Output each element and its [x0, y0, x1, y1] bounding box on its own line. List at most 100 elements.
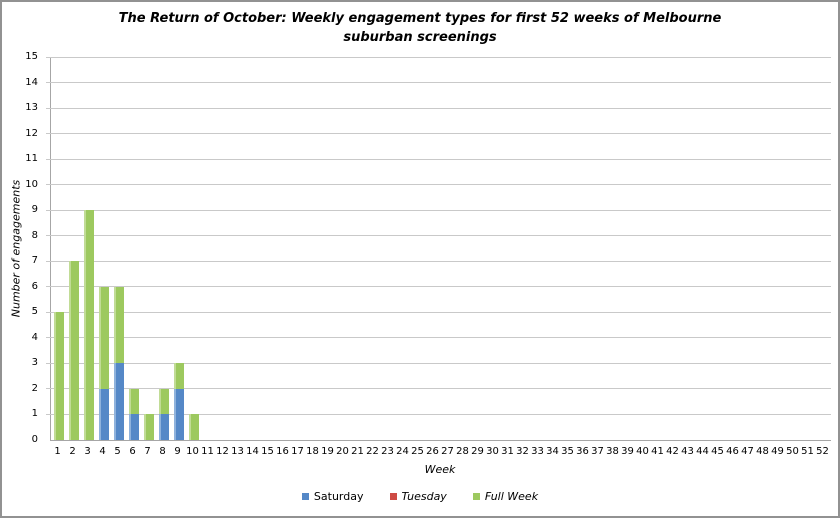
gridline	[46, 388, 831, 390]
bar-segment-full-week	[113, 286, 124, 364]
x-tick-label: 52	[816, 446, 829, 457]
bar-stack	[83, 210, 94, 440]
x-tick-label: 32	[516, 446, 529, 457]
x-tick-label: 19	[321, 446, 334, 457]
bar-stack	[68, 261, 79, 440]
x-tick-label: 6	[129, 446, 136, 457]
bar-slot-week-46	[726, 57, 741, 440]
x-tick-label: 25	[411, 446, 424, 457]
bar-stack	[128, 388, 139, 440]
bar-segment-full-week	[173, 363, 184, 389]
x-tick-label: 44	[696, 446, 709, 457]
x-tick-label: 16	[276, 446, 289, 457]
gridline	[46, 286, 831, 288]
bar-slot-week-9	[171, 57, 186, 440]
bar-stack	[143, 414, 154, 440]
x-tick-label: 14	[246, 446, 259, 457]
legend-item-saturday: Saturday	[301, 490, 364, 503]
x-tick-label: 22	[366, 446, 379, 457]
x-tick-label: 40	[636, 446, 649, 457]
bar-segment-saturday	[173, 388, 184, 440]
bar-slot-week-15	[261, 57, 276, 440]
bars-layer	[51, 57, 831, 440]
legend-label: Tuesday	[401, 490, 447, 503]
bar-slot-week-20	[336, 57, 351, 440]
bar-slot-week-50	[786, 57, 801, 440]
bar-slot-week-26	[426, 57, 441, 440]
legend-swatch-icon	[472, 493, 480, 500]
x-tick-label: 41	[651, 446, 664, 457]
bar-slot-week-30	[486, 57, 501, 440]
legend-label: Full Week	[484, 490, 539, 503]
x-tick-label: 29	[471, 446, 484, 457]
y-tick-label: 14	[25, 76, 38, 88]
x-tick-label: 28	[456, 446, 469, 457]
gridline	[46, 133, 831, 135]
bar-slot-week-29	[471, 57, 486, 440]
bar-slot-week-27	[441, 57, 456, 440]
bar-segment-full-week	[188, 414, 199, 440]
y-tick-label: 6	[31, 280, 38, 292]
bar-segment-saturday	[158, 414, 169, 440]
x-tick-label: 12	[216, 446, 229, 457]
bar-slot-week-2	[66, 57, 81, 440]
bar-slot-week-52	[816, 57, 831, 440]
bar-slot-week-10	[186, 57, 201, 440]
x-tick-label: 4	[99, 446, 106, 457]
bar-slot-week-22	[366, 57, 381, 440]
x-tick-label: 47	[741, 446, 754, 457]
x-tick-label: 7	[144, 446, 151, 457]
x-tick-label: 42	[666, 446, 679, 457]
x-tick-label: 48	[756, 446, 769, 457]
bar-segment-full-week	[68, 261, 79, 440]
x-tick-label: 1	[54, 446, 61, 457]
bar-slot-week-17	[291, 57, 306, 440]
legend-label: Saturday	[313, 490, 364, 503]
bar-slot-week-49	[771, 57, 786, 440]
legend-swatch-icon	[389, 493, 397, 500]
bar-slot-week-4	[96, 57, 111, 440]
bar-slot-week-6	[126, 57, 141, 440]
gridline	[46, 158, 831, 160]
bar-slot-week-8	[156, 57, 171, 440]
x-tick-label: 18	[306, 446, 319, 457]
bar-stack	[113, 286, 124, 440]
gridline	[46, 311, 831, 313]
bar-slot-week-45	[711, 57, 726, 440]
y-tick-label: 13	[25, 102, 38, 114]
x-tick-label: 13	[231, 446, 244, 457]
x-tick-label: 31	[501, 446, 514, 457]
x-tick-label: 36	[576, 446, 589, 457]
bar-stack	[98, 286, 109, 440]
legend-swatch-icon	[301, 493, 309, 500]
legend-item-full-week: Full Week	[472, 490, 539, 503]
y-tick-label: 3	[31, 357, 38, 369]
x-tick-label: 5	[114, 446, 121, 457]
x-tick-label: 35	[561, 446, 574, 457]
x-tick-label: 49	[771, 446, 784, 457]
bar-slot-week-42	[666, 57, 681, 440]
x-tick-label: 26	[426, 446, 439, 457]
y-tick-label: 5	[31, 306, 38, 318]
bar-slot-week-5	[111, 57, 126, 440]
bar-segment-saturday	[113, 363, 124, 440]
y-tick-label: 11	[25, 153, 38, 165]
y-tick-label: 0	[31, 434, 38, 445]
bar-slot-week-1	[51, 57, 66, 440]
bar-slot-week-14	[246, 57, 261, 440]
bar-slot-week-13	[231, 57, 246, 440]
y-tick-label: 2	[31, 382, 38, 394]
x-tick-label: 39	[621, 446, 634, 457]
gridline	[46, 362, 831, 364]
y-tick-label: 1	[31, 408, 38, 420]
y-tick-label: 10	[25, 178, 38, 190]
x-tick-label: 51	[801, 446, 814, 457]
bar-slot-week-28	[456, 57, 471, 440]
bar-slot-week-18	[306, 57, 321, 440]
x-tick-label: 33	[531, 446, 544, 457]
x-tick-label: 9	[174, 446, 181, 457]
y-tick-label: 4	[31, 331, 38, 343]
chart-title: The Return of October: Weekly engagement…	[118, 11, 722, 45]
bar-segment-full-week	[83, 210, 94, 440]
